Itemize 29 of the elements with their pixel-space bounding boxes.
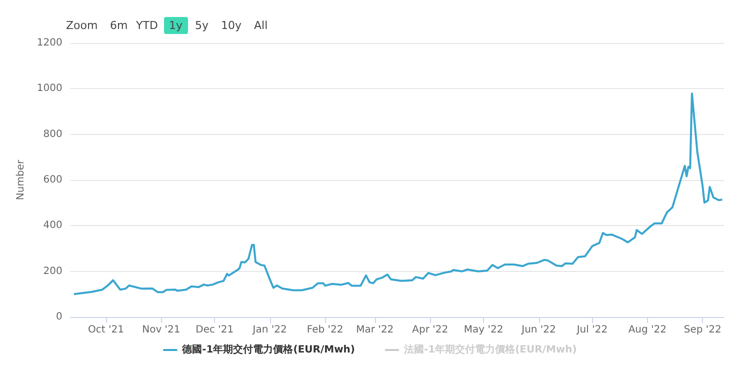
y-tick-label: 600: [43, 174, 62, 186]
y-tick-label: 400: [43, 220, 62, 232]
legend-label: 德國-1年期交付電力價格(EUR/Mwh): [181, 344, 356, 356]
x-tick-label: Aug '22: [628, 324, 667, 336]
x-tick-label: Jun '22: [520, 324, 556, 336]
text: 5y: [195, 19, 209, 32]
x-tick-label: Mar '22: [356, 324, 394, 336]
text: YTD: [135, 19, 158, 32]
y-tick-label: 200: [43, 266, 62, 277]
x-tick-label: Oct '21: [88, 324, 124, 336]
y-axis-title: Number: [16, 159, 26, 200]
y-tick-label: 800: [43, 128, 62, 140]
text: 10y: [221, 19, 242, 32]
text: All: [254, 19, 268, 32]
x-tick-label: Sep '22: [684, 324, 722, 336]
x-tick-label: Nov '21: [142, 324, 180, 336]
y-tick-label: 1000: [36, 83, 62, 94]
text: 1y: [169, 19, 183, 32]
text: 6m: [110, 19, 128, 32]
x-tick-label: Dec '21: [196, 324, 234, 336]
y-tick-label: 1200: [36, 38, 62, 48]
x-tick-label: May '22: [464, 324, 504, 336]
x-tick-label: Jan '22: [252, 324, 287, 336]
x-tick-label: Jul '22: [576, 324, 608, 336]
y-tick-label: 0: [56, 312, 62, 322]
text: Zoom: [66, 19, 98, 32]
x-tick-label: Feb '22: [306, 324, 344, 336]
x-tick-label: Apr '22: [412, 324, 448, 336]
line-series: [72, 92, 724, 296]
